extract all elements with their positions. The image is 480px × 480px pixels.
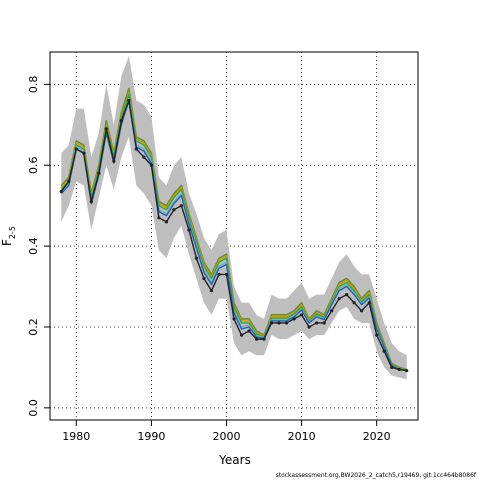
- series-points: [59, 98, 409, 373]
- x-tick-label: 2010: [288, 430, 316, 443]
- series-point: [292, 317, 296, 321]
- y-tick-label: 0.0: [27, 399, 40, 417]
- x-tick-label: 2020: [363, 430, 391, 443]
- series-point: [97, 171, 101, 175]
- series-point: [239, 333, 244, 337]
- series-point: [315, 321, 319, 325]
- series-point: [89, 200, 93, 204]
- series-point: [269, 321, 274, 325]
- series-point: [202, 276, 206, 281]
- confidence-band-area: [61, 56, 407, 380]
- series-point: [330, 309, 334, 313]
- y-tick-label: 0.8: [27, 76, 40, 94]
- series-point: [345, 293, 349, 297]
- series-point: [209, 288, 214, 293]
- series-point: [352, 301, 356, 305]
- plot-frame: [49, 51, 419, 421]
- series-point: [284, 321, 289, 325]
- series-point: [254, 337, 259, 341]
- series-point: [157, 216, 161, 220]
- series-point: [390, 365, 394, 370]
- series-point: [194, 256, 199, 260]
- series-point: [405, 369, 409, 373]
- series-point: [172, 208, 176, 212]
- series-point: [104, 127, 108, 131]
- y-tick-label: 0.6: [27, 156, 40, 174]
- confidence-band: [61, 56, 407, 380]
- series-point: [217, 272, 221, 277]
- series-point: [232, 317, 236, 321]
- series-point: [119, 119, 123, 123]
- x-axis: 1980 1990 2000 2010 2020: [62, 420, 391, 443]
- x-tick-label: 1980: [62, 430, 90, 443]
- x-axis-title: Years: [218, 453, 251, 467]
- series-point: [299, 313, 304, 317]
- series-point: [142, 155, 146, 159]
- series-point: [367, 301, 371, 305]
- y-axis-title-main: F: [0, 239, 14, 246]
- series-point: [307, 325, 311, 329]
- series-point: [164, 220, 169, 224]
- series-point: [149, 163, 153, 167]
- series-point: [322, 321, 326, 325]
- series-point: [74, 147, 78, 151]
- series-point: [277, 321, 281, 325]
- series-point: [360, 309, 364, 313]
- x-tick-label: 1990: [137, 430, 165, 443]
- series-point: [382, 349, 386, 353]
- y-tick-label: 0.4: [27, 237, 40, 255]
- series-point: [397, 367, 401, 372]
- series-point: [187, 228, 191, 232]
- series-point: [179, 204, 184, 208]
- series-point: [262, 337, 266, 341]
- y-axis-title: F2-5: [0, 226, 17, 246]
- y-tick-label: 0.2: [27, 318, 40, 336]
- footer-text: stockassessment.org,BW2026_2_catch5,r194…: [276, 472, 477, 479]
- series-point: [127, 98, 131, 103]
- series-point: [375, 333, 379, 337]
- series-point: [67, 179, 71, 184]
- series-point: [112, 159, 116, 163]
- x-tick-label: 2000: [212, 430, 240, 443]
- y-axis-title-sub: 2-5: [8, 226, 17, 239]
- series-point: [82, 151, 86, 155]
- series-point: [134, 147, 138, 151]
- series-point: [59, 189, 63, 194]
- series-point: [224, 272, 229, 277]
- y-axis: 0.0 0.2 0.4 0.6 0.8: [27, 76, 50, 417]
- series-point: [247, 329, 251, 333]
- series-point: [337, 297, 341, 301]
